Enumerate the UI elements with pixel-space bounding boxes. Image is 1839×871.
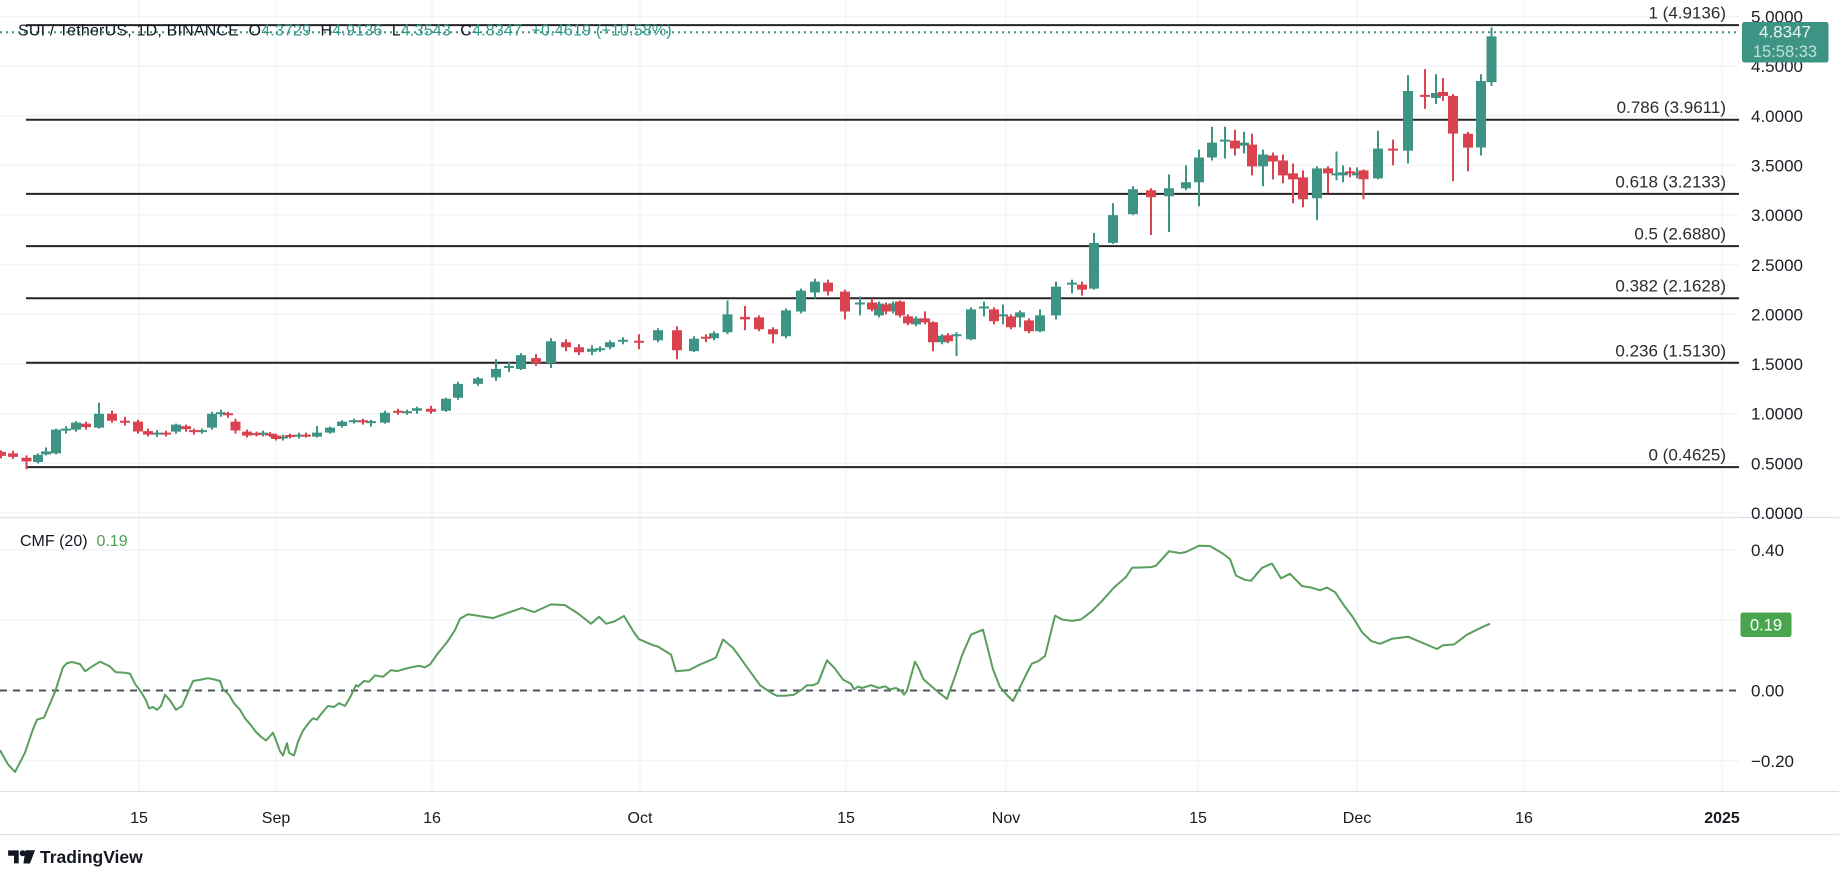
svg-text:3.5000: 3.5000 <box>1751 156 1803 175</box>
svg-text:1.0000: 1.0000 <box>1751 405 1803 424</box>
svg-text:0.19: 0.19 <box>1750 617 1782 635</box>
svg-text:1 (4.9136): 1 (4.9136) <box>1649 4 1727 23</box>
svg-text:0.382 (2.1628): 0.382 (2.1628) <box>1615 277 1726 296</box>
svg-text:16: 16 <box>423 810 441 827</box>
svg-text:Oct: Oct <box>628 810 653 827</box>
svg-text:−0.20: −0.20 <box>1751 752 1794 771</box>
svg-text:0.0000: 0.0000 <box>1751 504 1803 523</box>
svg-text:4.8347: 4.8347 <box>1759 23 1811 42</box>
svg-text:15: 15 <box>837 810 855 827</box>
svg-text:5.0000: 5.0000 <box>1751 8 1803 27</box>
svg-text:2025: 2025 <box>1704 810 1740 827</box>
svg-text:1.5000: 1.5000 <box>1751 355 1803 374</box>
svg-text:0.618 (3.2133): 0.618 (3.2133) <box>1615 172 1726 191</box>
svg-text:Nov: Nov <box>992 810 1020 827</box>
svg-text:0.5000: 0.5000 <box>1751 454 1803 473</box>
svg-text:15: 15 <box>1189 810 1207 827</box>
svg-text:0 (0.4625): 0 (0.4625) <box>1649 446 1727 465</box>
svg-text:0.00: 0.00 <box>1751 682 1784 701</box>
svg-text:3.0000: 3.0000 <box>1751 206 1803 225</box>
svg-text:0.786 (3.9611): 0.786 (3.9611) <box>1617 98 1726 117</box>
svg-text:Dec: Dec <box>1343 810 1371 827</box>
svg-text:4.0000: 4.0000 <box>1751 107 1803 126</box>
svg-text:2.0000: 2.0000 <box>1751 305 1803 324</box>
svg-text:TradingView: TradingView <box>40 847 143 867</box>
svg-text:15:58:33: 15:58:33 <box>1753 43 1817 61</box>
svg-text:Sep: Sep <box>262 810 291 827</box>
svg-text:0.5 (2.6880): 0.5 (2.6880) <box>1634 225 1726 244</box>
svg-text:2.5000: 2.5000 <box>1751 256 1803 275</box>
svg-text:CMF (20) 0.19: CMF (20) 0.19 <box>20 533 128 550</box>
svg-text:SUI / TetherUS, 1D, BINANCE O: SUI / TetherUS, 1D, BINANCE O4.3729 H4.9… <box>18 23 672 40</box>
svg-text:16: 16 <box>1515 810 1533 827</box>
svg-text:0.236 (1.5130): 0.236 (1.5130) <box>1615 341 1726 360</box>
svg-text:15: 15 <box>130 810 148 827</box>
svg-text:0.40: 0.40 <box>1751 541 1784 560</box>
